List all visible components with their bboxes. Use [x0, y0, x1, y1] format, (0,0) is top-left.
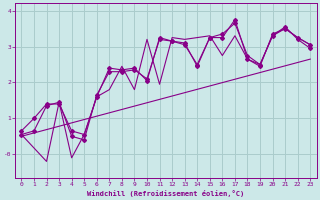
X-axis label: Windchill (Refroidissement éolien,°C): Windchill (Refroidissement éolien,°C) — [87, 190, 244, 197]
